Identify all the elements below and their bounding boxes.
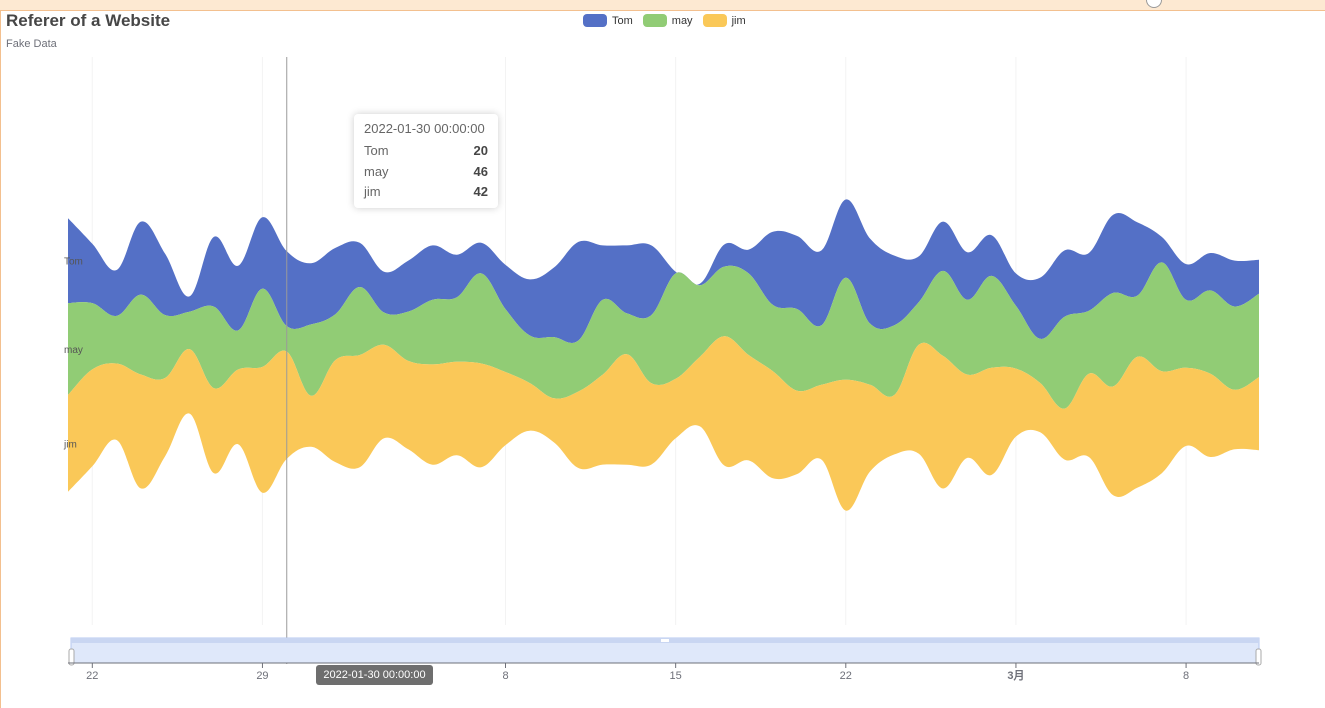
x-tick-label: 8 (1183, 670, 1189, 682)
legend-item-may[interactable]: may (642, 14, 693, 27)
tooltip-series-value: 20 (473, 143, 488, 158)
river-label-tom: Tom (64, 257, 83, 268)
axis-pointer-label: 2022-01-30 00:00:00 (316, 665, 433, 685)
river-layer-tom[interactable] (68, 199, 1259, 343)
tooltip-series-name: jim (364, 184, 381, 199)
x-tick-label: 22 (86, 670, 98, 682)
legend-label-may: may (671, 14, 693, 27)
slider-handle-right[interactable] (1255, 648, 1262, 666)
river-label-may: may (64, 345, 83, 356)
tooltip-series-name: Tom (364, 143, 389, 158)
tooltip-series-value: 42 (473, 184, 488, 199)
tooltip-row-tom: Tom 20 (364, 141, 488, 162)
slider-grip-icon[interactable] (661, 639, 669, 642)
legend-item-tom[interactable]: Tom (583, 14, 633, 27)
chart-subtitle: Fake Data (6, 38, 57, 50)
browser-top-bar (0, 0, 1325, 11)
river-layer-may[interactable] (68, 262, 1259, 409)
x-tick-label: 22 (840, 670, 852, 682)
slider-handle-left[interactable] (68, 648, 75, 666)
river-label-jim: jim (63, 439, 77, 450)
tooltip-row-jim: jim 42 (364, 182, 488, 203)
legend-item-jim[interactable]: jim (702, 14, 746, 27)
x-tick-label: 8 (502, 670, 508, 682)
x-tick-label: 15 (670, 670, 682, 682)
tooltip-series-name: may (364, 163, 389, 179)
legend-swatch-may (642, 14, 667, 27)
legend-swatch-tom (583, 14, 607, 27)
tooltip: 2022-01-30 00:00:00 Tom 20 may 46 jim 42 (354, 114, 498, 208)
tooltip-row-may: may 46 (364, 162, 488, 183)
legend-label-jim: jim (731, 14, 746, 27)
x-tick-label: 29 (256, 670, 268, 682)
chart-title: Referer of a Website (6, 11, 171, 30)
chart-legend: Tom may jim (583, 14, 746, 27)
x-tick-label: 3月 (1007, 669, 1024, 682)
tooltip-time: 2022-01-30 00:00:00 (364, 121, 485, 136)
frame-edge (0, 10, 1, 708)
tooltip-series-value: 46 (473, 163, 488, 179)
legend-swatch-jim (702, 14, 727, 27)
river-layer-jim[interactable] (68, 336, 1259, 511)
legend-label-tom: Tom (612, 14, 633, 27)
